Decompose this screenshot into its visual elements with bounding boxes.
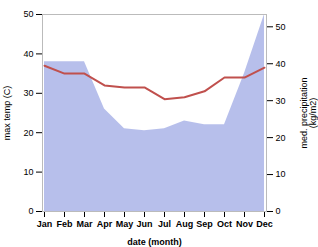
- svg-text:40: 40: [276, 59, 286, 69]
- svg-text:10: 10: [23, 167, 33, 177]
- svg-text:Apr: Apr: [97, 219, 113, 229]
- svg-text:Aug: Aug: [176, 219, 194, 229]
- svg-text:date (month): date (month): [127, 237, 182, 247]
- svg-text:10: 10: [276, 169, 286, 179]
- svg-text:50: 50: [276, 22, 286, 32]
- svg-text:20: 20: [23, 128, 33, 138]
- svg-text:Oct: Oct: [217, 219, 232, 229]
- svg-text:0: 0: [28, 206, 33, 216]
- svg-text:Dec: Dec: [256, 219, 273, 229]
- svg-text:Nov: Nov: [236, 219, 253, 229]
- svg-text:50: 50: [23, 9, 33, 19]
- svg-text:max temp (C): max temp (C): [2, 86, 12, 141]
- svg-text:May: May: [116, 219, 134, 229]
- svg-text:Sep: Sep: [196, 219, 213, 229]
- svg-text:Mar: Mar: [76, 219, 93, 229]
- svg-text:Jan: Jan: [37, 219, 53, 229]
- svg-text:med. precipitation(kg/m2): med. precipitation(kg/m2): [299, 77, 318, 148]
- svg-text:Jul: Jul: [158, 219, 171, 229]
- svg-text:0: 0: [276, 206, 281, 216]
- svg-text:Feb: Feb: [56, 219, 73, 229]
- svg-text:20: 20: [276, 133, 286, 143]
- svg-text:30: 30: [23, 88, 33, 98]
- svg-text:30: 30: [276, 96, 286, 106]
- svg-text:Jun: Jun: [136, 219, 152, 229]
- svg-text:40: 40: [23, 49, 33, 59]
